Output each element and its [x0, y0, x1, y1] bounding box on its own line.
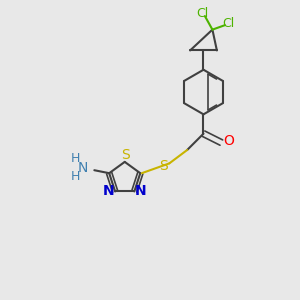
Text: S: S	[121, 148, 130, 162]
Text: Cl: Cl	[196, 7, 208, 20]
Text: N: N	[78, 161, 88, 176]
Text: H: H	[71, 170, 81, 183]
Text: Cl: Cl	[223, 17, 235, 30]
Text: S: S	[160, 159, 168, 173]
Text: O: O	[223, 134, 234, 148]
Text: N: N	[135, 184, 147, 198]
Text: N: N	[103, 184, 114, 198]
Text: H: H	[71, 152, 81, 165]
